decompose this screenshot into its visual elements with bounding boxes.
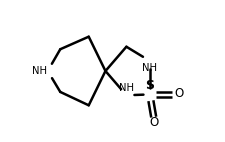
Text: NH: NH <box>142 63 157 73</box>
Text: NH: NH <box>118 83 133 93</box>
Text: O: O <box>149 116 158 129</box>
Text: NH: NH <box>32 66 47 76</box>
Text: O: O <box>174 87 183 100</box>
Text: S: S <box>145 79 154 92</box>
